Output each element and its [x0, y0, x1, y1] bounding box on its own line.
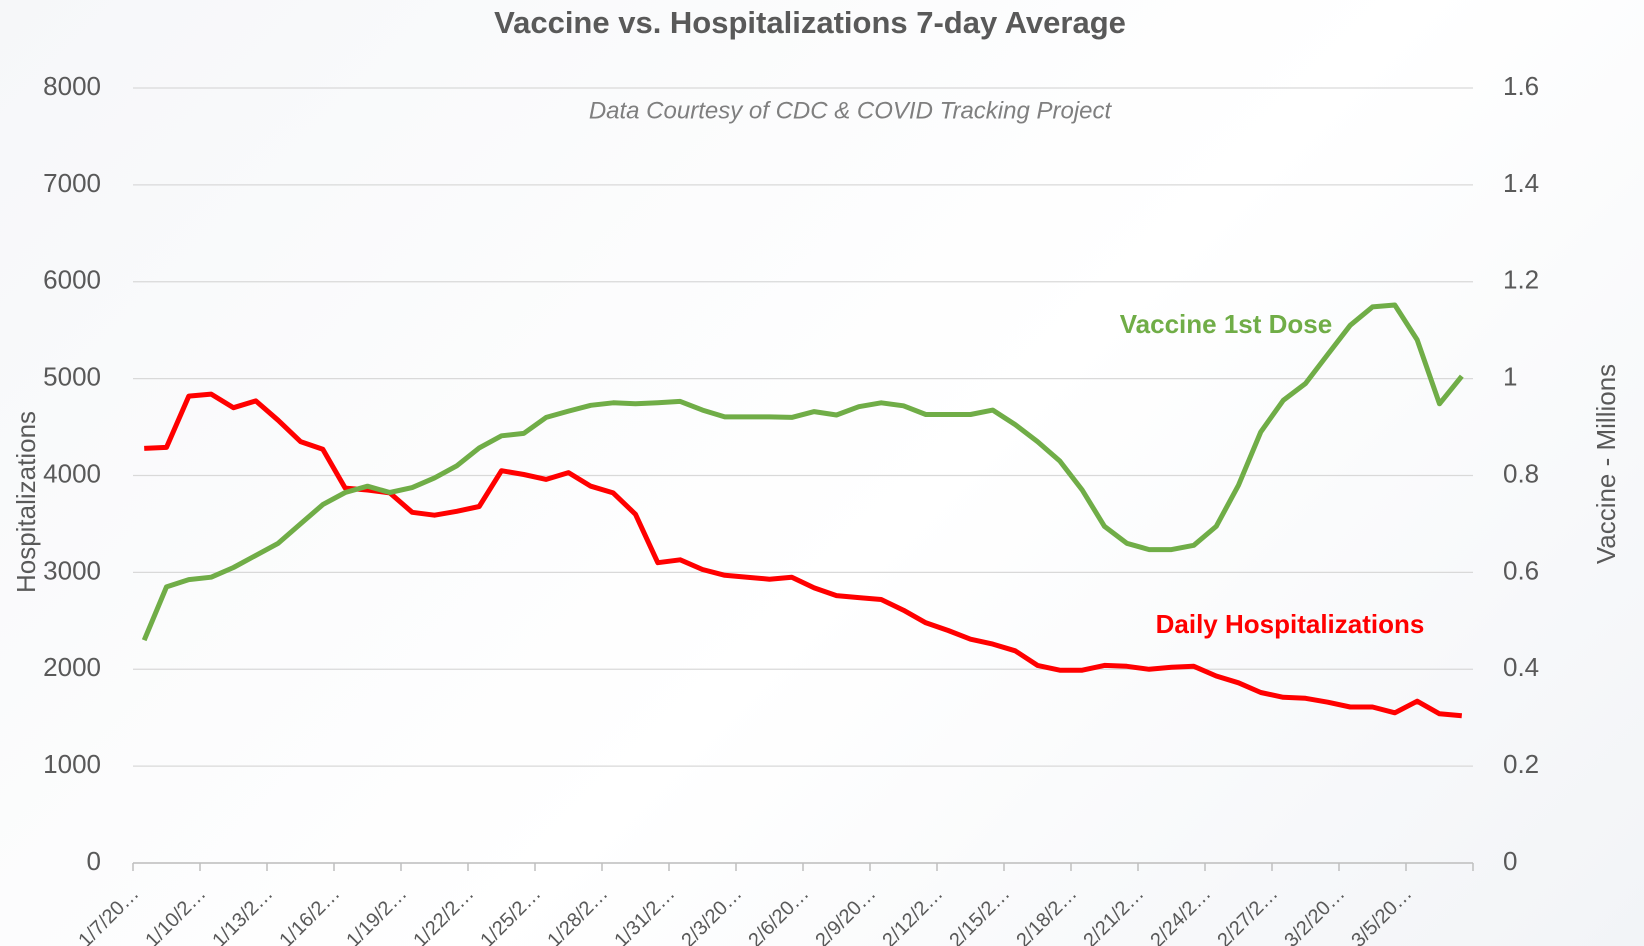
y2-tick-label: 0.6: [1503, 555, 1539, 585]
y-axis-label: Hospitalizations: [11, 411, 41, 593]
y2-tick-label: 1.4: [1503, 168, 1539, 198]
y2-axis-label: Vaccine - Millions: [1591, 364, 1621, 564]
x-tick-label: 1/7/20…: [74, 883, 143, 946]
y2-tick-label: 1.2: [1503, 265, 1539, 295]
y-tick-label: 6000: [43, 265, 101, 295]
x-tick-label: 1/13/2…: [208, 883, 277, 946]
y-tick-label: 4000: [43, 458, 101, 488]
x-tick-label: 1/28/2…: [543, 883, 612, 946]
series-label: Vaccine 1st Dose: [1120, 309, 1332, 339]
x-tick-label: 3/2/20…: [1280, 883, 1349, 946]
x-tick-label: 1/19/2…: [342, 883, 411, 946]
series-line: [144, 391, 1463, 719]
x-tick-label: 3/5/20…: [1347, 883, 1416, 946]
x-tick-label: 2/15/2…: [945, 883, 1014, 946]
x-tick-label: 2/21/2…: [1079, 883, 1148, 946]
x-tick-label: 1/10/2…: [141, 883, 210, 946]
y2-tick-label: 0: [1503, 846, 1517, 876]
x-tick-label: 2/12/2…: [878, 883, 947, 946]
x-tick-label: 2/6/20…: [744, 883, 813, 946]
x-tick-label: 2/9/20…: [811, 883, 880, 946]
y-tick-label: 5000: [43, 362, 101, 392]
y-tick-label: 8000: [43, 71, 101, 101]
x-tick-label: 2/3/20…: [677, 883, 746, 946]
x-tick-label: 1/31/2…: [610, 883, 679, 946]
y-tick-label: 2000: [43, 652, 101, 682]
y2-tick-label: 1: [1503, 362, 1517, 392]
chart-title: Vaccine vs. Hospitalizations 7-day Avera…: [494, 5, 1126, 40]
y-tick-label: 1000: [43, 749, 101, 779]
y2-tick-label: 0.8: [1503, 458, 1539, 488]
y-tick-label: 0: [87, 846, 101, 876]
x-tick-label: 2/27/2…: [1213, 883, 1282, 946]
series-line: [141, 302, 1464, 642]
x-tick-label: 2/18/2…: [1012, 883, 1081, 946]
x-tick-label: 1/22/2…: [409, 883, 478, 946]
series-label: Daily Hospitalizations: [1156, 609, 1425, 639]
x-tick-label: 1/25/2…: [476, 883, 545, 946]
y2-tick-label: 0.2: [1503, 749, 1539, 779]
chart-subtitle: Data Courtesy of CDC & COVID Tracking Pr…: [589, 97, 1113, 124]
x-tick-label: 2/24/2…: [1146, 883, 1215, 946]
y2-tick-label: 1.6: [1503, 71, 1539, 101]
y-tick-label: 3000: [43, 555, 101, 585]
x-tick-label: 1/16/2…: [275, 883, 344, 946]
y2-tick-label: 0.4: [1503, 652, 1539, 682]
y-tick-label: 7000: [43, 168, 101, 198]
